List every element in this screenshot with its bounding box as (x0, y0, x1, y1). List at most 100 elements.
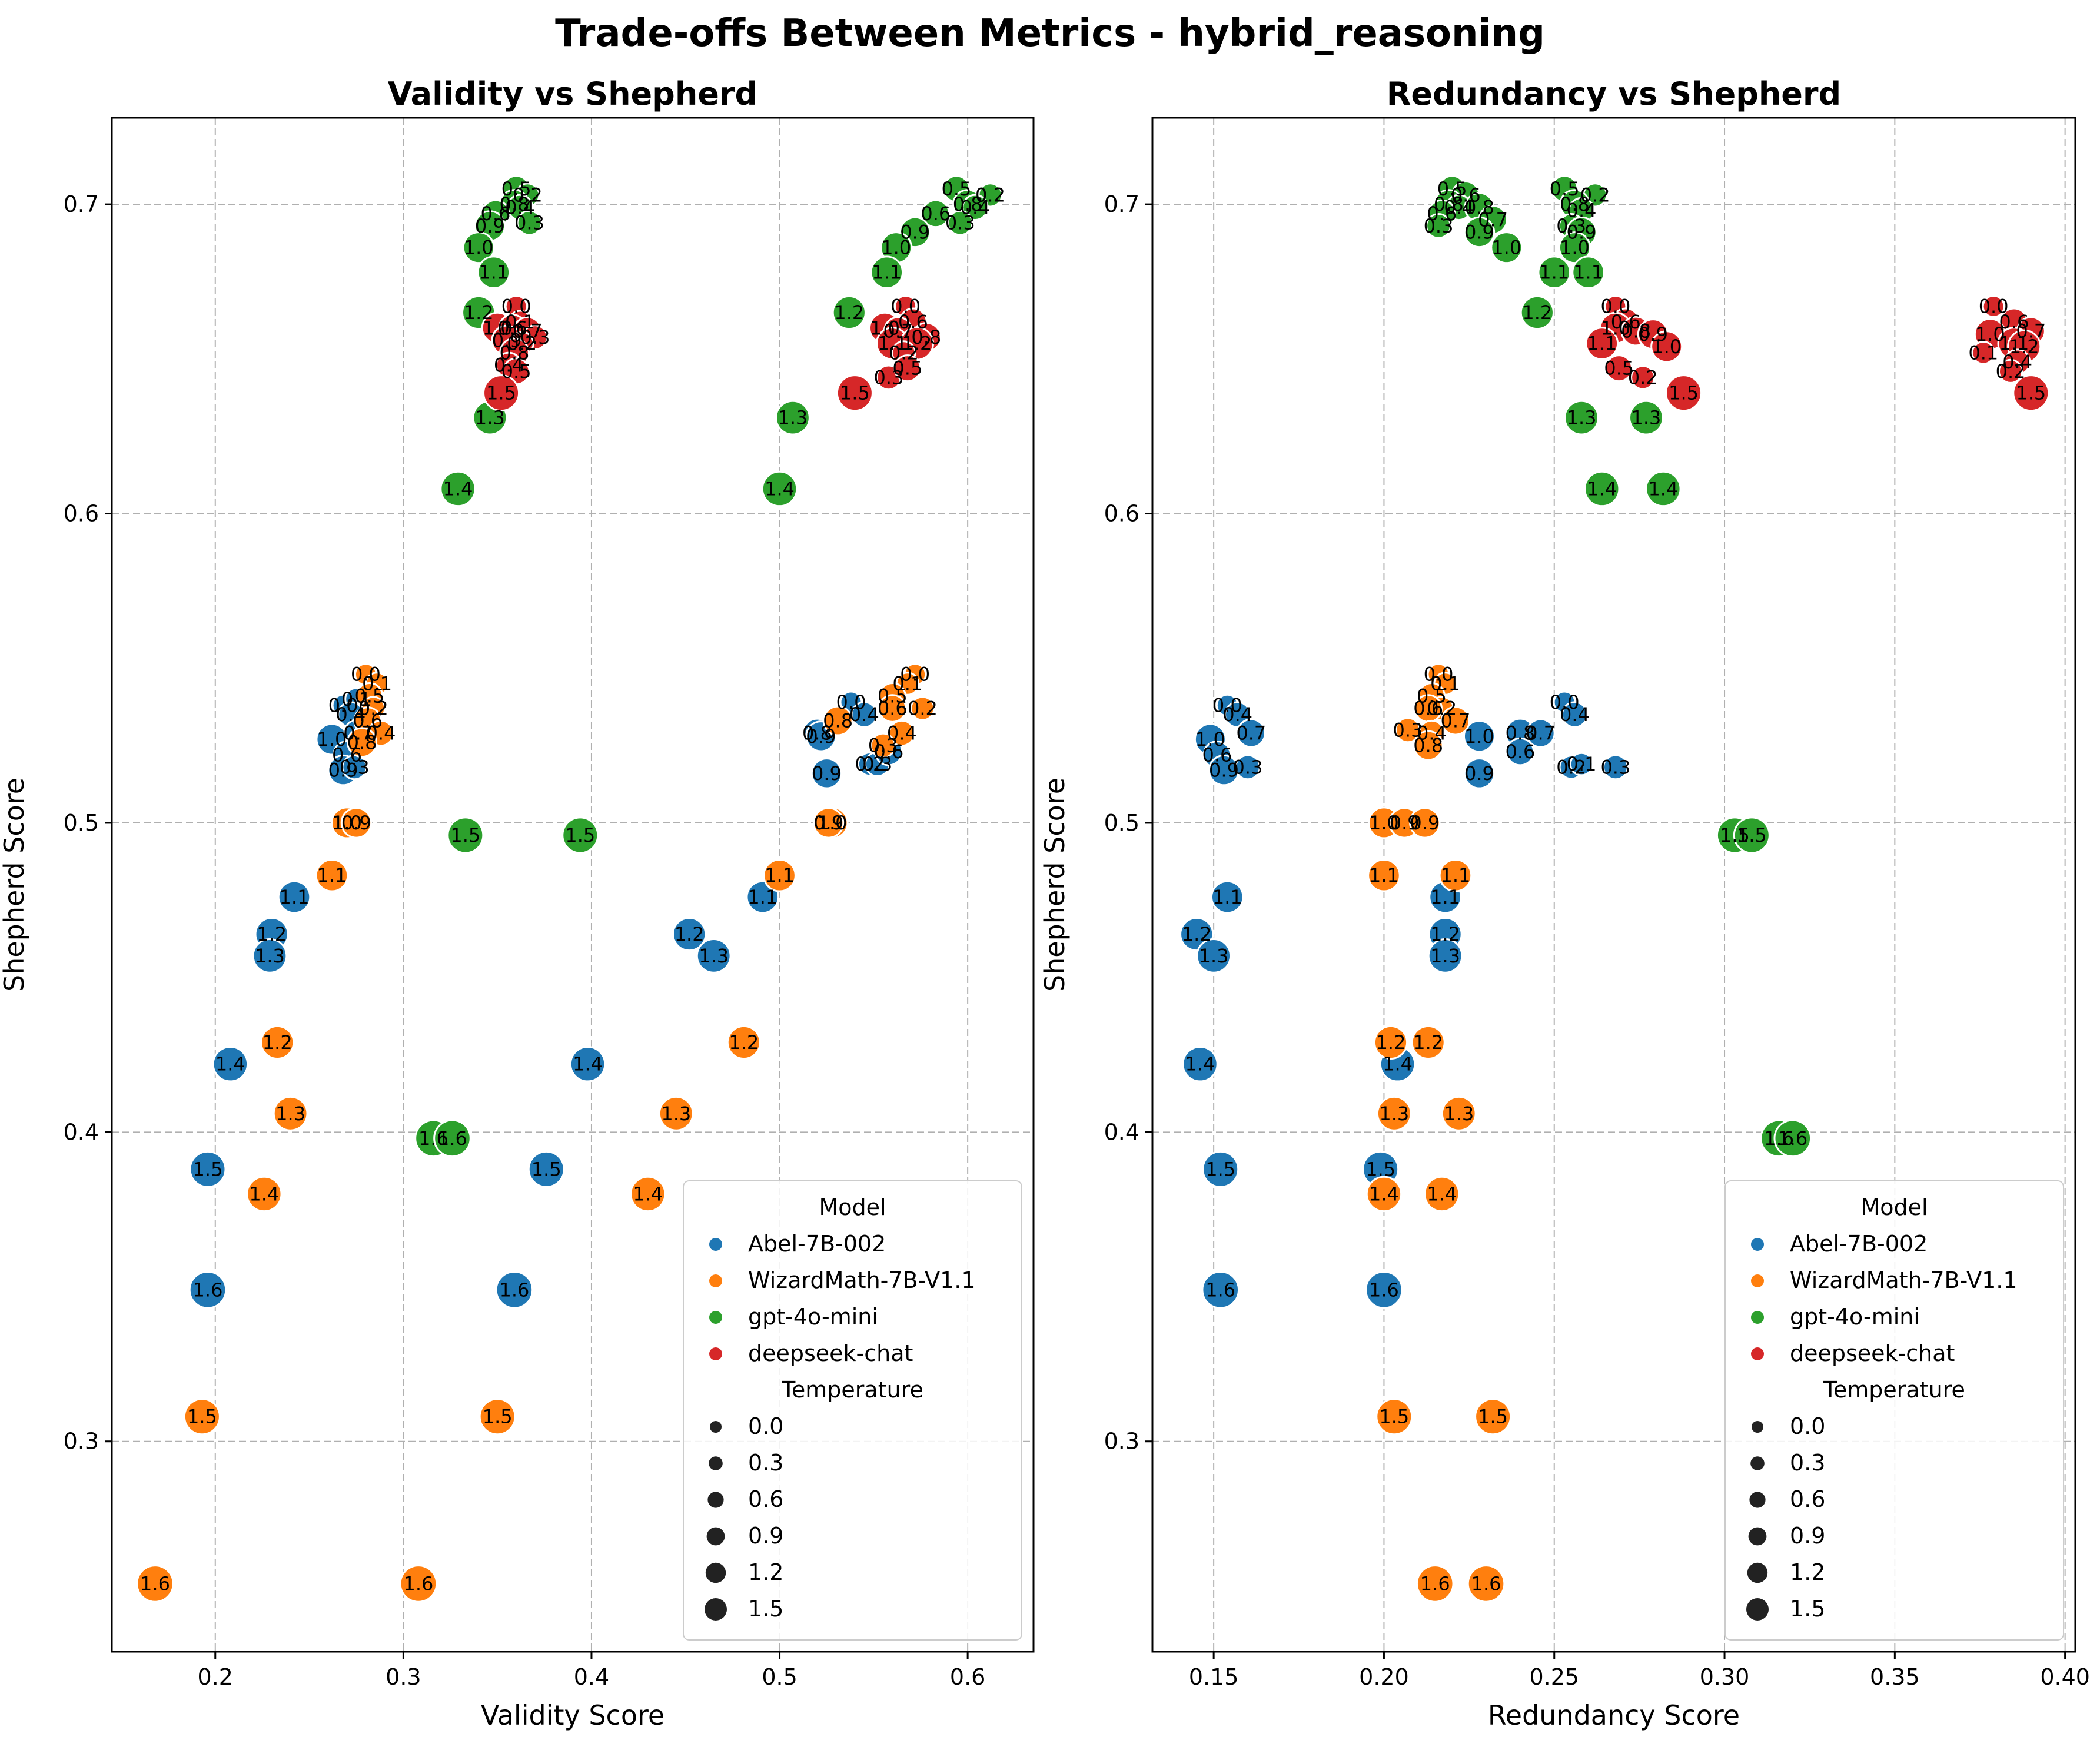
legend-marker (709, 1274, 722, 1287)
legend-marker (1751, 1238, 1764, 1251)
point-label: 1.5 (1737, 824, 1767, 846)
x-tick-label: 0.5 (762, 1664, 797, 1690)
point-label: 1.6 (140, 1572, 170, 1595)
panel-validity-vs-shepherd: 0.00.10.41.00.60.90.30.71.11.21.31.41.51… (0, 75, 1035, 1731)
point-label: 1.5 (193, 1158, 223, 1180)
point-label: 0.4 (887, 722, 917, 745)
point-label: 0.6 (1451, 184, 1481, 206)
point-label: 0.7 (2016, 320, 2046, 343)
point-label: 1.4 (633, 1183, 663, 1205)
point-label: 0.8 (1505, 722, 1535, 745)
point-label: 1.0 (1560, 237, 1590, 259)
point-label: 1.2 (262, 1031, 293, 1054)
legend-series-label: deepseek-chat (748, 1340, 913, 1366)
point-label: 1.0 (483, 317, 513, 339)
point-label: 1.0 (1369, 812, 1399, 834)
y-tick-label: 0.7 (1104, 191, 1139, 217)
x-tick-label: 0.6 (950, 1664, 985, 1690)
point-label: 1.2 (729, 1031, 759, 1054)
y-axis-label: Shepherd Score (1039, 778, 1071, 992)
point-label: 1.1 (765, 864, 795, 886)
point-label: 1.6 (403, 1572, 433, 1595)
point-label: 0.2 (855, 753, 885, 775)
point-label: 1.1 (872, 261, 902, 284)
point-label: 0.2 (908, 698, 938, 720)
point-label: 1.5 (486, 382, 516, 404)
point-label: 1.3 (475, 407, 505, 429)
point-label: 0.3 (1556, 215, 1586, 237)
point-label: 1.4 (1427, 1183, 1457, 1205)
point-label: 1.6 (437, 1127, 467, 1150)
point-label: 0.5 (501, 360, 531, 383)
data-point (1650, 330, 1683, 363)
y-tick-label: 0.3 (64, 1429, 99, 1455)
point-label: 0.3 (945, 212, 975, 234)
point-label: 1.5 (1205, 1158, 1235, 1180)
y-tick-label: 0.4 (1104, 1119, 1139, 1145)
data-point (1526, 718, 1556, 748)
point-label: 0.4 (2002, 351, 2032, 373)
point-label: 0.4 (960, 196, 990, 218)
point-label: 1.2 (674, 923, 705, 945)
point-label: 0.1 (362, 672, 392, 695)
point-label: 1.3 (1444, 1103, 1474, 1125)
data-point (188, 1270, 227, 1309)
point-label: 1.6 (1205, 1279, 1235, 1301)
point-label: 0.7 (1478, 208, 1508, 231)
point-label: 0.2 (975, 184, 1005, 206)
y-tick-label: 0.6 (1104, 501, 1139, 527)
point-label: 0.5 (878, 685, 908, 708)
data-point (1564, 400, 1599, 436)
data-point (212, 1046, 249, 1082)
data-point (1474, 1398, 1512, 1436)
point-label: 1.4 (1383, 1053, 1413, 1075)
point-label: 1.5 (187, 1406, 217, 1428)
data-point (1201, 1270, 1240, 1309)
data-point (1438, 858, 1473, 892)
data-point (672, 917, 707, 952)
legend-size-label: 0.9 (748, 1523, 783, 1549)
data-point (947, 210, 973, 236)
point-label: 0.4 (1567, 200, 1597, 222)
point-label: 0.3 (1424, 215, 1454, 237)
data-point (340, 807, 373, 839)
point-label: 1.4 (249, 1183, 279, 1205)
point-label: 1.3 (1632, 407, 1662, 429)
data-point (1426, 212, 1451, 239)
point-label: 1.1 (878, 333, 908, 355)
point-label: 0.9 (1567, 221, 1597, 243)
point-labels: 0.00.41.0 0.70.60.90.30.00.41.0 0.80.70.60… (1182, 178, 2046, 1595)
data-point (479, 1398, 516, 1436)
point-label: 1.4 (1587, 477, 1617, 500)
point-label: 1.0 (881, 237, 911, 259)
data-point (189, 1150, 227, 1188)
data-point (1463, 720, 1496, 753)
data-points (1179, 175, 2050, 1603)
data-point (1210, 880, 1244, 914)
point-label: 0.6 (873, 741, 903, 763)
data-point (447, 816, 484, 854)
point-label: 1.0 (1652, 336, 1682, 358)
data-point (260, 1025, 295, 1060)
point-label: 1.0 (1975, 323, 2005, 346)
data-point (1665, 374, 1703, 412)
point-label: 0.7 (1441, 710, 1471, 732)
data-point (1629, 400, 1664, 436)
legend-size-label: 1.5 (748, 1596, 783, 1622)
point-label: 1.5 (483, 1406, 513, 1428)
legend-temp-title: Temperature (781, 1377, 923, 1403)
legend-size-label: 0.6 (748, 1486, 783, 1512)
point-label: 0.0 (1979, 295, 2009, 317)
legend-marker (709, 1347, 722, 1360)
axes-frame (1151, 117, 2076, 1653)
data-point (483, 374, 520, 412)
point-label: 0.6 (921, 202, 951, 225)
legend-size-label: 1.2 (1790, 1559, 1825, 1585)
point-label: 1.2 (2009, 336, 2039, 358)
legend-series-label: deepseek-chat (1790, 1340, 1955, 1366)
legend-size-marker (710, 1421, 722, 1433)
legend: Model Abel-7B-002 WizardMath-7B-V1.1 gpt-4o… (1724, 1180, 2064, 1641)
point-label: 0.2 (1556, 756, 1586, 778)
point-label: 0.0 (1550, 691, 1580, 713)
data-point (1424, 1176, 1460, 1213)
